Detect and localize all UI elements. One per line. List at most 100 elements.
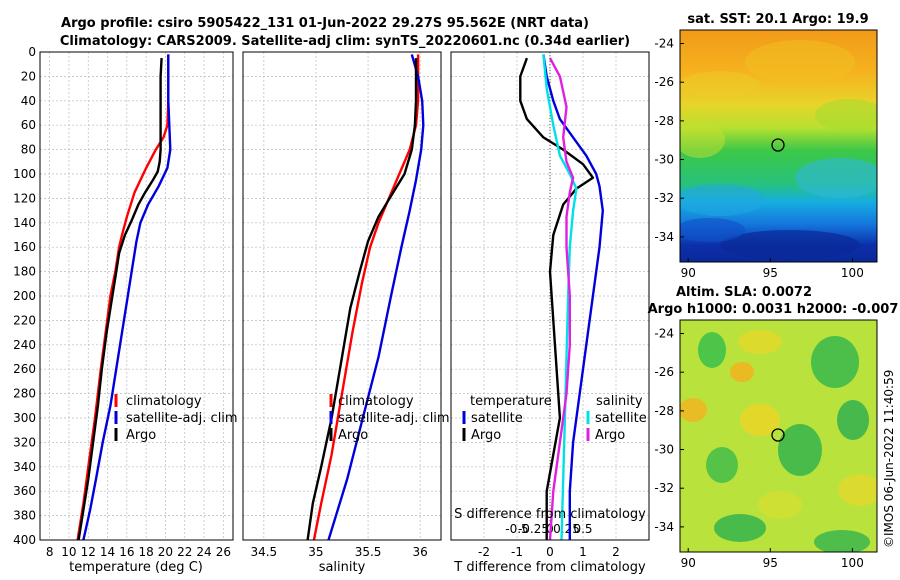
y-tick-label: 340 [13,460,36,474]
x-tick-label: 14 [100,545,115,559]
x-tick-label: 8 [46,545,54,559]
legend-argo: Argo [338,428,368,443]
salinity-panel: 34.5 35 35.5 36 [242,51,442,559]
x-tick-label: 26 [216,545,231,559]
x-tick-label: 16 [119,545,134,559]
legend-satellite-adj: satellite-adj. clim [338,411,450,426]
s-tick-label: -0.25 [518,522,549,536]
y-tick-label: 20 [21,69,36,83]
map-y-tick: -34 [654,520,674,534]
s-tick-label: 0.5 [573,522,592,536]
y-tick-label: 320 [13,435,36,449]
y-tick-label: 300 [13,411,36,425]
legend-t-argo: Argo [471,428,501,443]
x-tick-label: 18 [139,545,154,559]
y-tick-label: 160 [13,240,36,254]
x-tick-label: 24 [196,545,211,559]
map-y-tick: -28 [654,114,674,128]
sla-map: Altim. SLA: 0.0072 Argo h1000: 0.0031 h2… [648,285,899,570]
legend-argo: Argo [126,428,156,443]
panel-frame [39,51,234,541]
salinity-xlabel: salinity [319,560,366,575]
series-line-blue [82,54,172,540]
map-x-tick: 95 [763,266,778,280]
difference-panel: -2 -1 0 1 2-0.5-0.250 0.250.5 [450,51,650,559]
series-line-cyan [542,54,578,540]
y-tick-label: 240 [13,338,36,352]
y-tick-label: 360 [13,484,36,498]
sla-title-2: Argo h1000: 0.0031 h2000: -0.007 [648,302,899,317]
legend-climatology: climatology [338,394,414,409]
x-tick-label: 2 [612,545,620,559]
y-tick-label: 260 [13,362,36,376]
series-line-red [312,54,420,540]
map-y-tick: -30 [654,153,674,167]
legend-satellite-adj: satellite-adj. clim [126,411,238,426]
map-y-tick: -30 [654,443,674,457]
map-y-tick: -24 [654,327,674,341]
title-line-2: Climatology: CARS2009. Satellite-adj cli… [60,34,630,49]
legend-salinity-title: salinity [596,394,643,409]
salinity-legend: climatology satellite-adj. clim Argo [329,394,450,443]
map-y-tick: -34 [654,230,674,244]
temperature-legend: climatology satellite-adj. clim Argo [114,394,238,443]
argo-location-marker [771,428,785,442]
y-tick-label: 220 [13,313,36,327]
y-tick-label: 120 [13,191,36,205]
y-tick-label: 40 [21,94,36,108]
x-tick-label: 22 [177,545,192,559]
s-tick-label: 0.25 [553,522,580,536]
y-tick-label: 180 [13,265,36,279]
argo-location-marker [771,138,785,152]
map-x-tick: 100 [841,556,864,570]
series-line-red [76,54,170,540]
legend-t-satellite: satellite [471,411,523,426]
x-tick-label: -2 [478,545,490,559]
map-y-tick: -26 [654,365,674,379]
x-tick-label: 20 [158,545,173,559]
sla-title-1: Altim. SLA: 0.0072 [676,285,812,300]
series-line-blue [542,54,604,540]
y-tick-label: 200 [13,289,36,303]
x-tick-label: 36 [413,545,428,559]
map-x-tick: 90 [681,556,696,570]
difference-top-label: S difference from climatology [454,507,646,522]
x-tick-label: 34.5 [250,545,277,559]
y-tick-label: 280 [13,387,36,401]
series-line-blue [327,54,425,540]
series-line-black [77,58,163,540]
series-line-black [306,58,418,540]
title-line-1: Argo profile: csiro 5905422_131 01-Jun-2… [61,16,589,31]
sst-title: sat. SST: 20.1 Argo: 19.9 [687,12,868,27]
difference-legend: temperature satellite Argo salinity sate… [462,394,647,443]
map-x-tick: 100 [841,266,864,280]
sst-map: sat. SST: 20.1 Argo: 19.9 90 95 100 -24 -26 -… [654,12,878,280]
x-tick-label: 35.5 [355,545,382,559]
x-tick-label: 12 [81,545,96,559]
map-y-tick: -32 [654,481,674,495]
x-tick-label: -1 [511,545,523,559]
panel-frame [450,51,650,541]
temperature-panel: 0 20 40 60 80 100 120 140 160 180 200 220 240 260 280 3… [13,45,234,559]
y-tick-label: 80 [21,143,36,157]
map-y-tick: -26 [654,75,674,89]
panel-frame [242,51,442,541]
x-tick-label: 1 [579,545,587,559]
imos-watermark: ©IMOS 06-Jun-2022 11:40:59 [882,370,896,548]
legend-s-satellite: satellite [595,411,647,426]
map-y-tick: -24 [654,37,674,51]
y-tick-label: 60 [21,118,36,132]
legend-climatology: climatology [126,394,202,409]
y-tick-label: 100 [13,167,36,181]
temperature-xlabel: temperature (deg C) [69,560,203,575]
map-x-tick: 95 [763,556,778,570]
x-tick-label: 10 [61,545,76,559]
y-tick-label: 0 [28,45,36,59]
x-tick-label: 0 [546,545,554,559]
x-tick-label: 35 [308,545,323,559]
map-y-tick: -32 [654,191,674,205]
s-tick-label: -0.5 [505,522,528,536]
y-tick-label: 380 [13,509,36,523]
map-y-tick: -28 [654,404,674,418]
